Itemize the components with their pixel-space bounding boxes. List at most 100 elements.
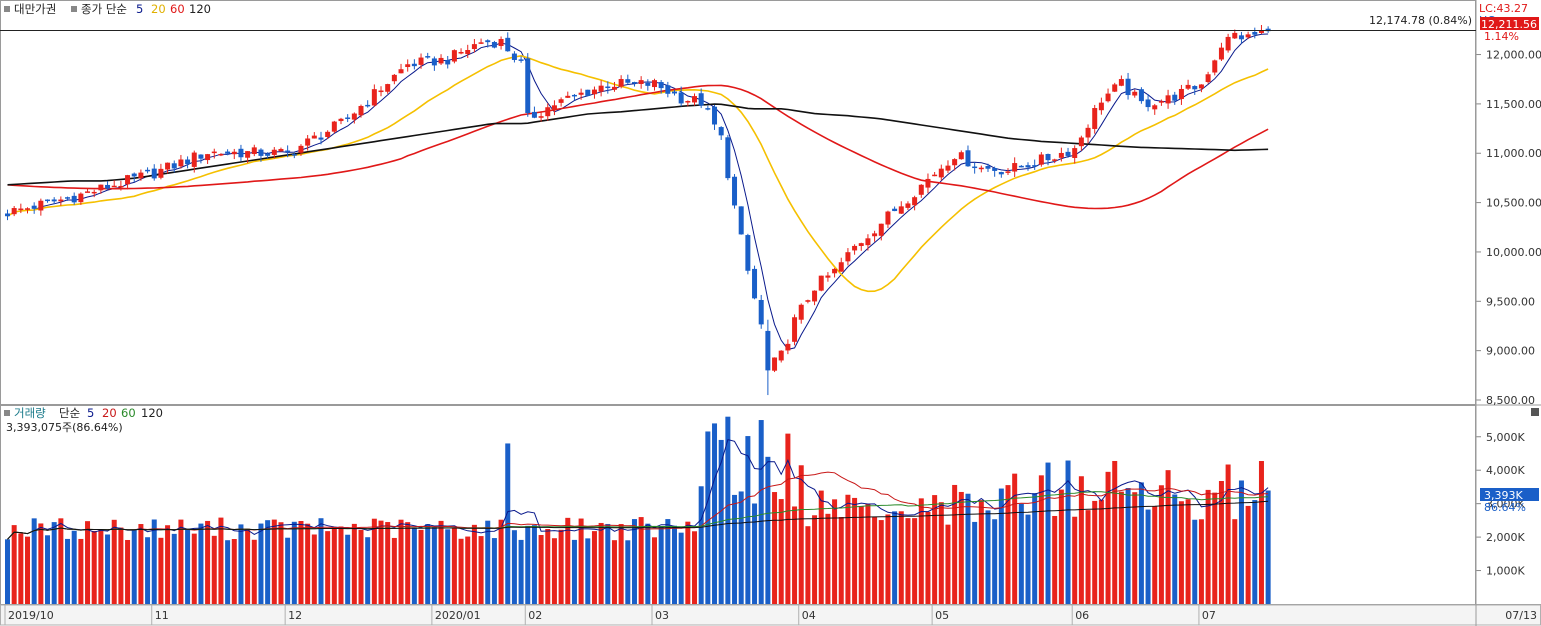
volume-bar [878, 520, 884, 604]
volume-bar [972, 521, 978, 604]
candle-body [1012, 163, 1018, 172]
volume-bar [958, 491, 964, 604]
volume-bar [772, 492, 778, 604]
volume-bar [892, 511, 898, 604]
price-tick-label: 10,000.00 [1486, 246, 1541, 259]
candle-body [798, 304, 804, 320]
candle-body [345, 117, 351, 119]
volume-bar [478, 536, 484, 604]
volume-bar [498, 519, 504, 604]
volume-bar [358, 529, 364, 604]
candle-body [378, 90, 384, 93]
volume-bar [11, 525, 17, 604]
volume-bar [685, 521, 691, 604]
candle-body [1078, 137, 1084, 147]
price-tick-label: 10,500.00 [1486, 197, 1541, 210]
volume-bar [1052, 515, 1058, 604]
volume-bar [578, 518, 584, 604]
candle-body [551, 105, 557, 110]
candle-body [71, 195, 77, 203]
candle-body [545, 107, 551, 117]
volume-bar [431, 526, 437, 604]
candle-body [818, 275, 824, 291]
candle-body [51, 199, 57, 202]
volume-bar [985, 510, 991, 604]
legend-square-icon [4, 6, 10, 12]
candle-body [431, 58, 437, 66]
volume-bars [5, 416, 1271, 604]
volume-bar [18, 533, 24, 604]
volume-bar [285, 537, 291, 604]
volume-bar [258, 523, 264, 604]
candle-body [191, 152, 197, 167]
volume-bar [725, 416, 731, 604]
candle-body [238, 148, 244, 158]
volume-bar [618, 524, 624, 604]
volume-bar [912, 518, 918, 604]
volume-bar [178, 519, 184, 604]
volume-bar [125, 539, 131, 604]
candle-body [645, 82, 651, 86]
volume-bar [645, 523, 651, 604]
candle-body [905, 203, 911, 208]
candle-body [471, 44, 477, 50]
candle-body [925, 178, 931, 188]
candle-body [1005, 171, 1011, 173]
volume-bar [325, 531, 331, 604]
candle-body [638, 80, 644, 85]
candle-body [365, 104, 371, 107]
candle-body [138, 172, 144, 179]
candle-body [265, 153, 271, 156]
volume-bar [1265, 490, 1271, 604]
candle-body [438, 57, 444, 64]
price-ma60-label: 60 [170, 2, 185, 16]
x-tick-label: 02 [528, 609, 542, 622]
volume-bar [845, 494, 851, 604]
candle-body [1232, 32, 1238, 39]
candle-body [938, 168, 944, 178]
volume-bar [738, 491, 744, 604]
candle-body [125, 175, 131, 185]
volume-bar [278, 522, 284, 604]
candle-body [1045, 153, 1051, 161]
candle-body [752, 268, 758, 299]
volume-bar [952, 484, 958, 604]
volume-bar [1178, 501, 1184, 604]
volume-tick-label: 2,000K [1486, 531, 1525, 544]
candle-body [151, 168, 157, 179]
price-y-axis: 12,000.00 11,500.00 11,000.00 10,500.00 10,0… [1476, 49, 1541, 407]
candle-body [1132, 91, 1138, 96]
candle-body [725, 137, 731, 179]
volume-bar [872, 516, 878, 604]
candle-body [171, 163, 177, 169]
volume-bar [158, 537, 164, 604]
candle-body [952, 159, 958, 166]
candle-body [792, 317, 798, 342]
candle-body [631, 82, 637, 84]
candle-body [1218, 47, 1224, 60]
candle-body [185, 159, 191, 165]
candle-body [518, 59, 524, 61]
volume-bar [271, 519, 277, 604]
volume-bar [885, 514, 891, 604]
volume-bar [231, 539, 237, 604]
legend-square-icon [71, 6, 77, 12]
candle-body [298, 145, 304, 153]
volume-bar [1232, 519, 1238, 604]
price-ma20-label: 20 [151, 2, 166, 16]
volume-bar [425, 524, 431, 604]
volume-tick-label: 5,000K [1486, 431, 1525, 444]
candle-body [411, 63, 417, 67]
candle-body [258, 149, 264, 156]
candle-body [425, 56, 431, 58]
volume-ma20-label: 20 [102, 406, 117, 420]
panel-toggle-button[interactable] [1531, 408, 1539, 416]
volume-bar [1058, 489, 1064, 604]
candle-body [1165, 95, 1171, 104]
candle-body [418, 57, 424, 65]
volume-bar [938, 502, 944, 604]
volume-bar [812, 515, 818, 604]
x-tick-label: 05 [935, 609, 949, 622]
candle-body [705, 108, 711, 110]
